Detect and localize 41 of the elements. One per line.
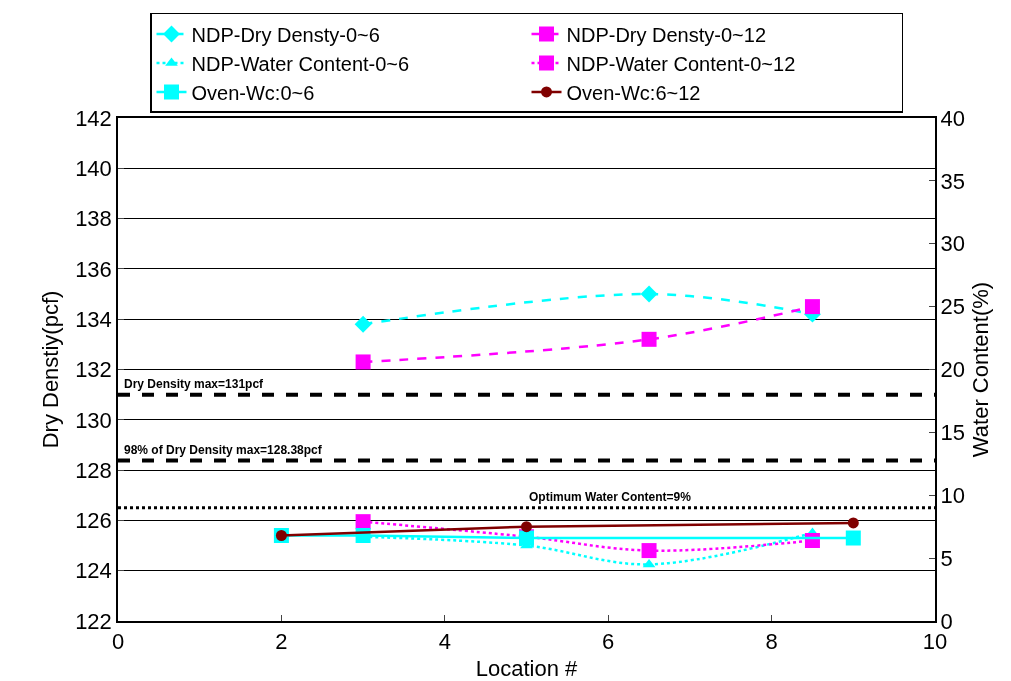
- x-tick-label: 2: [275, 629, 288, 655]
- y-tick-label: 126: [75, 508, 112, 534]
- y-tick-label: 122: [75, 608, 112, 634]
- y-tick-label: 142: [75, 105, 112, 131]
- legend-label: NDP-Dry Densty-0~12: [566, 23, 767, 46]
- y-tick-label: 134: [75, 306, 112, 332]
- y-tick-label: 130: [75, 407, 112, 433]
- y-tick-label: 136: [75, 256, 112, 282]
- y-tick-label: 132: [75, 357, 112, 383]
- ref-line-label: Dry Density max=131pcf: [124, 377, 265, 391]
- x-tick-label: 0: [111, 629, 125, 655]
- x-tick-label: 4: [438, 629, 451, 655]
- y2-tick-label: 5: [940, 545, 953, 571]
- legend-label: Oven-Wc:6~12: [566, 81, 701, 104]
- x-tick-label: 8: [765, 629, 778, 655]
- x-tick-label: 6: [602, 629, 615, 655]
- point: [355, 354, 371, 370]
- y2-tick-label: 35: [940, 168, 965, 194]
- point: [804, 299, 820, 315]
- legend-label: NDP-Dry Densty-0~6: [191, 23, 380, 46]
- x-axis-title: Location #: [475, 656, 579, 681]
- legend-label: NDP-Water Content-0~6: [191, 52, 410, 75]
- point: [640, 285, 658, 303]
- y2-tick-label: 40: [940, 105, 965, 131]
- y2-tick-label: 30: [940, 231, 965, 257]
- ref-line-label: 98% of Dry Density max=128.38pcf: [124, 443, 323, 457]
- y-tick-label: 138: [75, 206, 112, 232]
- legend-label: Oven-Wc:0~6: [191, 81, 315, 104]
- y2-tick-label: 15: [940, 420, 965, 446]
- point: [354, 315, 372, 333]
- legend-label: NDP-Water Content-0~12: [566, 52, 796, 75]
- y-tick-label: 124: [75, 558, 112, 584]
- y-axis-title: Dry Denstiy(pcf): [38, 290, 64, 449]
- point: [641, 331, 657, 347]
- y-tick-label: 140: [75, 156, 112, 181]
- y2-axis-title: Water Content(%): [967, 281, 993, 458]
- ref-line-label: Optimum Water Content=9%: [529, 490, 692, 504]
- y2-tick-label: 10: [940, 482, 965, 508]
- y2-tick-label: 25: [940, 294, 965, 320]
- y-tick-label: 128: [75, 457, 112, 483]
- y2-tick-label: 20: [940, 357, 965, 383]
